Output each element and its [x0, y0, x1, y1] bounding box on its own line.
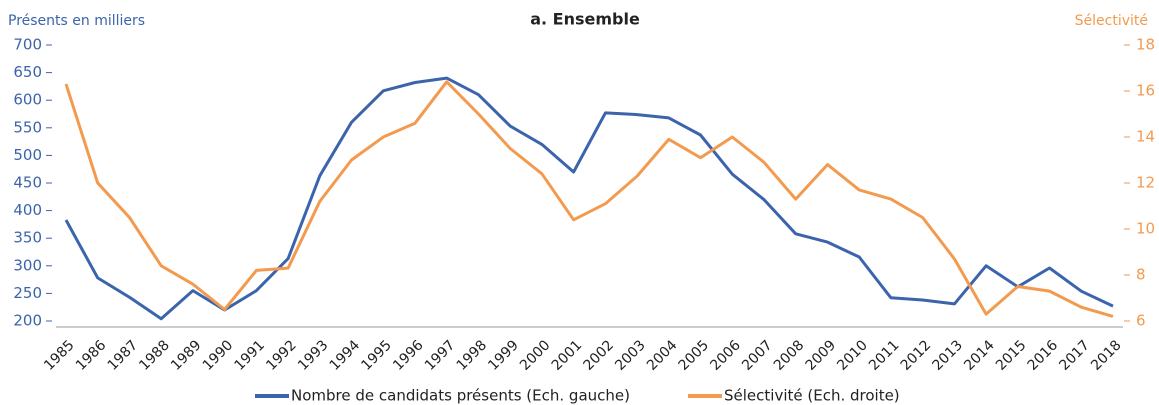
x-tick-label: 2010	[834, 337, 871, 374]
y-tick-label: 400	[13, 201, 42, 219]
y-tick-label: 200	[13, 312, 42, 330]
x-tick-label: 1987	[105, 337, 142, 374]
series-line	[64, 76, 1114, 321]
x-tick-label: 2007	[739, 337, 776, 374]
x-tick-label: 2005	[676, 337, 713, 374]
x-tick-label: 2000	[517, 337, 554, 374]
y2-tick-label: 16	[1136, 82, 1155, 100]
x-tick-label: 1998	[454, 337, 491, 374]
y2-tick-label: 8	[1136, 266, 1146, 284]
x-tick-label: 2001	[549, 337, 586, 374]
y-tick-label: 700	[13, 36, 42, 54]
x-tick-label: 1989	[168, 337, 205, 374]
x-tick-label: 1986	[73, 337, 110, 374]
y2-tick-label: 18	[1136, 36, 1155, 54]
y2-tick-label: 10	[1136, 220, 1155, 238]
x-tick-label: 2004	[644, 337, 681, 374]
y-tick-label: 300	[13, 256, 42, 274]
y2-tick-label: 6	[1136, 312, 1146, 330]
y2-tick-label: 14	[1136, 128, 1155, 146]
y2-axis-label: Sélectivité	[1075, 13, 1148, 29]
legend-label: Sélectivité (Ech. droite)	[724, 387, 900, 405]
x-tick-label: 1996	[390, 337, 427, 374]
y-tick-label: 500	[13, 146, 42, 164]
x-tick-label: 1995	[358, 337, 395, 374]
y-tick-label: 650	[13, 63, 42, 81]
x-tick-label: 1997	[422, 337, 459, 374]
x-tick-label: 2018	[1088, 337, 1125, 374]
x-tick-label: 1990	[200, 337, 237, 374]
x-tick-label: 2017	[1056, 337, 1093, 374]
x-tick-label: 1993	[295, 337, 332, 374]
y-tick-label: 250	[13, 284, 42, 302]
chart-title: a. Ensemble	[530, 10, 640, 29]
x-tick-label: 1991	[232, 337, 269, 374]
x-tick-label: 2003	[612, 337, 649, 374]
x-tick-label: 1994	[327, 337, 364, 374]
y-tick-label: 550	[13, 118, 42, 136]
x-tick-label: 2002	[581, 337, 618, 374]
x-tick-label: 1985	[41, 337, 78, 374]
x-tick-label: 2015	[993, 337, 1030, 374]
y-tick-label: 350	[13, 229, 42, 247]
y2-tick-label: 12	[1136, 174, 1155, 192]
y-axis-label: Présents en milliers	[8, 13, 145, 29]
y-tick-label: 450	[13, 174, 42, 192]
x-tick-label: 2006	[707, 337, 744, 374]
x-tick-label: 2011	[866, 337, 903, 374]
y-tick-label: 600	[13, 91, 42, 109]
x-tick-label: 2014	[961, 337, 998, 374]
x-tick-label: 1992	[263, 337, 300, 374]
series-line	[64, 80, 1114, 318]
x-tick-label: 2009	[803, 337, 840, 374]
x-tick-label: 2016	[1025, 337, 1062, 374]
x-tick-label: 1999	[485, 337, 522, 374]
legend-label: Nombre de candidats présents (Ech. gauch…	[291, 387, 630, 405]
x-tick-label: 1988	[136, 337, 173, 374]
x-tick-label: 2013	[930, 337, 967, 374]
x-tick-label: 2008	[771, 337, 808, 374]
x-tick-label: 2012	[898, 337, 935, 374]
